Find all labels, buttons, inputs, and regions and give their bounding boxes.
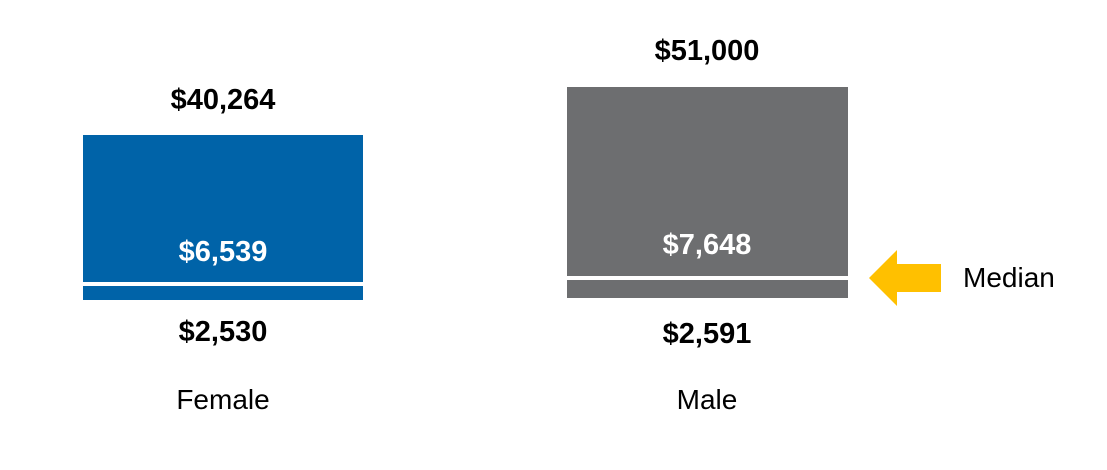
male-min-label: $2,591: [662, 318, 752, 350]
female-category-label: Female: [176, 384, 270, 415]
male-max-label: $51,000: [654, 35, 760, 67]
male-median-line: [567, 276, 848, 280]
female-min-label: $2,530: [178, 316, 268, 348]
female-median-label: $6,539: [178, 236, 268, 268]
median-legend-label: Median: [963, 262, 1055, 293]
male-category-label: Male: [676, 384, 738, 415]
male-bar: [567, 87, 848, 298]
female-median-line: [83, 282, 363, 286]
female-bar: [83, 135, 363, 300]
male-median-label: $7,648: [662, 229, 752, 261]
arrow-left-icon: [869, 250, 941, 306]
female-max-label: $40,264: [170, 84, 276, 116]
